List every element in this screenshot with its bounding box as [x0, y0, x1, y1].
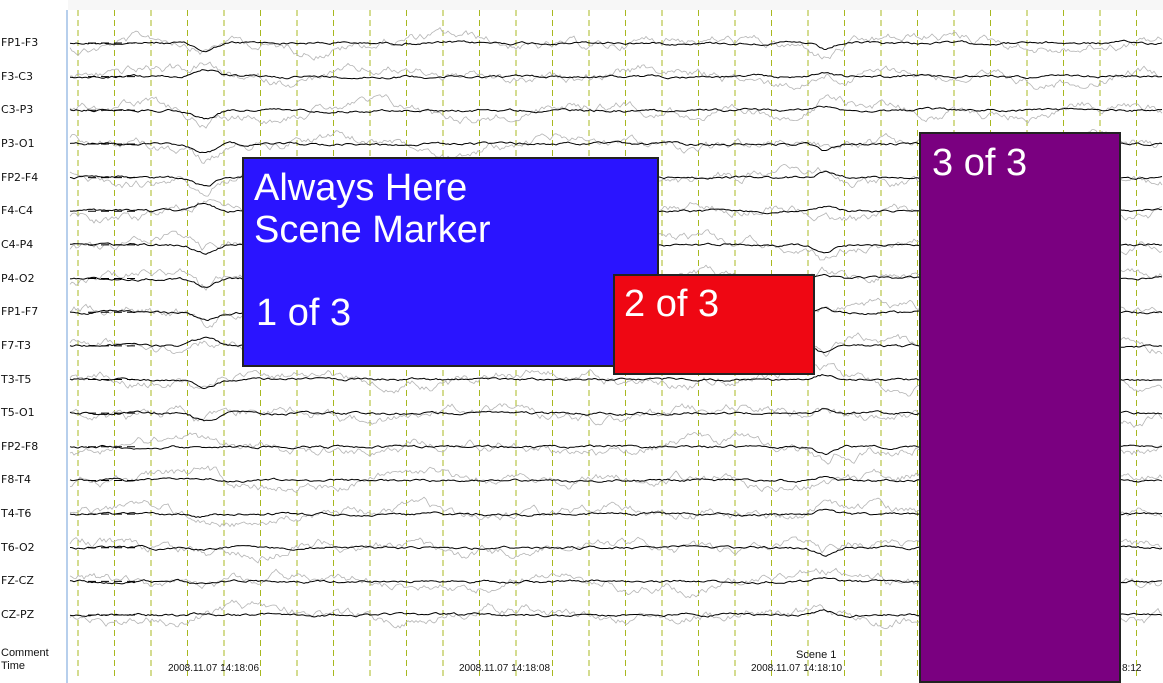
channel-label-fp1-f7[interactable]: FP1-F7	[1, 305, 39, 318]
marker-count: 3 of 3	[932, 142, 1028, 184]
scene-comment[interactable]: Scene 1	[796, 649, 837, 661]
time-label: 2008.11.07 14:18:08	[459, 663, 551, 674]
time-label: 8:12	[1122, 663, 1142, 674]
channel-label-c3-p3[interactable]: C3-P3	[1, 103, 34, 116]
channel-label-t4-t6[interactable]: T4-T6	[1, 507, 32, 520]
channel-label-fz-cz[interactable]: FZ-CZ	[1, 574, 34, 587]
channel-label-fp2-f4[interactable]: FP2-F4	[1, 171, 39, 184]
scene-marker-2[interactable]: 2 of 3	[613, 274, 815, 375]
channel-label-f7-t3[interactable]: F7-T3	[1, 339, 32, 352]
marker-count: 2 of 3	[624, 283, 720, 325]
overlay-trace	[69, 26, 1163, 61]
marker-title: Always Here Scene Marker	[254, 167, 491, 251]
overlay-trace	[69, 94, 1163, 129]
channel-label-f4-c4[interactable]: F4-C4	[1, 204, 33, 217]
eeg-trace-c3-p3	[69, 105, 1163, 120]
channel-label-fp1-f3[interactable]: FP1-F3	[1, 36, 39, 49]
channel-label-p4-o2[interactable]: P4-O2	[1, 272, 35, 285]
time-row-label: Time	[1, 660, 26, 672]
time-label: 2008.11.07 14:18:06	[168, 663, 260, 674]
channel-label-p3-o1[interactable]: P3-O1	[1, 137, 35, 150]
overlay-trace	[69, 61, 1163, 90]
marker-count: 1 of 3	[256, 292, 352, 334]
scene-marker-3[interactable]: 3 of 3	[919, 132, 1121, 683]
always-here-scene-marker[interactable]: Always Here Scene Marker 1 of 3	[242, 157, 659, 367]
channel-label-cz-pz[interactable]: CZ-PZ	[1, 608, 35, 621]
eeg-trace-f3-c3	[69, 69, 1163, 80]
channel-label-fp2-f8[interactable]: FP2-F8	[1, 440, 39, 453]
channel-label-c4-p4[interactable]: C4-P4	[1, 238, 34, 251]
channel-label-t5-o1[interactable]: T5-O1	[1, 406, 35, 419]
channel-label-f3-c3[interactable]: F3-C3	[1, 70, 33, 83]
comment-row-label: Comment	[1, 647, 49, 659]
time-label: 2008.11.07 14:18:10	[751, 663, 843, 674]
channel-label-t6-o2[interactable]: T6-O2	[1, 541, 35, 554]
top-strip	[68, 0, 1163, 10]
channel-label-t3-t5[interactable]: T3-T5	[1, 373, 32, 386]
eeg-trace-fp1-f3	[69, 39, 1163, 53]
channel-label-f8-t4[interactable]: F8-T4	[1, 473, 32, 486]
